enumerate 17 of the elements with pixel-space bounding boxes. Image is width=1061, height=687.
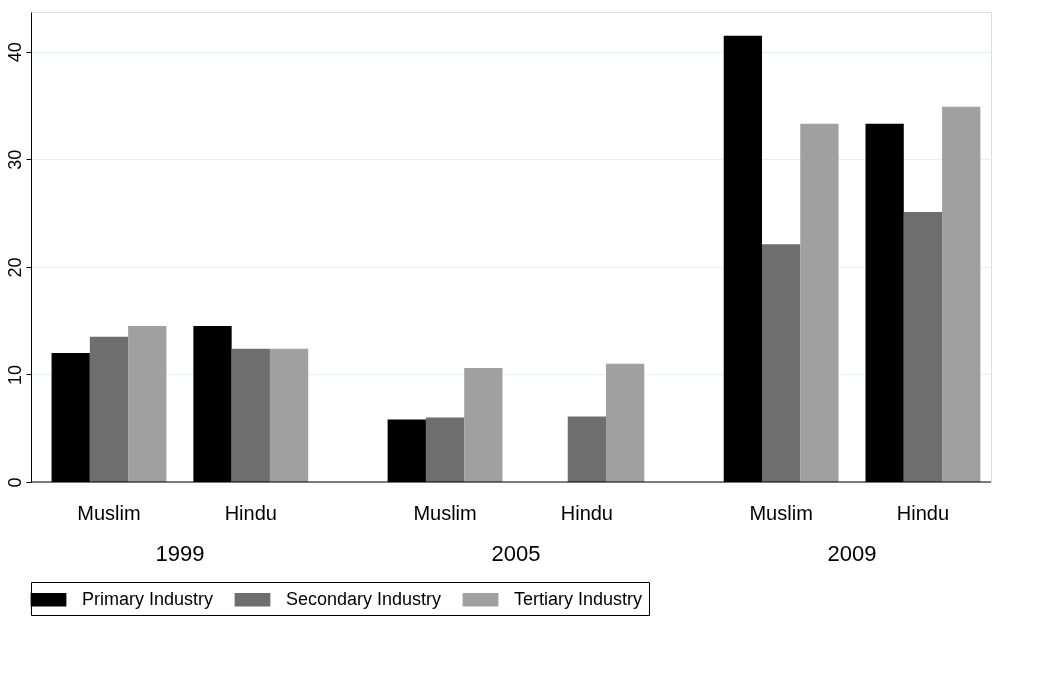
- x-tick-label: Hindu: [896, 502, 950, 524]
- legend-label: Secondary Industry: [286, 588, 442, 609]
- x-tick-label: Hindu: [560, 502, 613, 524]
- x-tick-label: Muslim: [77, 502, 141, 524]
- y-tick-label: 20: [4, 257, 25, 278]
- y-tick-label: 0: [4, 477, 25, 488]
- x-tick-label: Muslim: [749, 502, 813, 524]
- y-tick-label: 40: [4, 42, 25, 63]
- y-tick-label: 10: [4, 364, 25, 385]
- y-tick-label: 30: [4, 149, 25, 170]
- legend-label: Tertiary Industry: [514, 588, 643, 609]
- legend-label: Primary Industry: [82, 588, 214, 609]
- text: 2005: [491, 541, 541, 566]
- x-tick-label: Hindu: [224, 502, 277, 524]
- text: 1999: [155, 541, 205, 566]
- x-tick-label: Muslim: [413, 502, 477, 524]
- text: 2009: [827, 541, 877, 566]
